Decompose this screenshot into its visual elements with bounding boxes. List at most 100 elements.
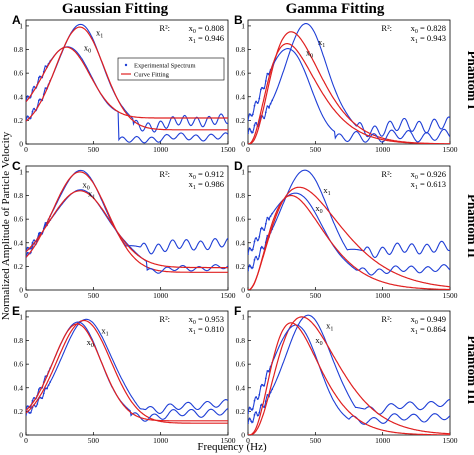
r2-x0: x0 = 0.926 <box>411 169 446 181</box>
experimental-point <box>31 241 34 244</box>
y-tick-label: 0 <box>19 431 23 440</box>
experimental-point <box>256 414 259 417</box>
experimental-point <box>258 255 261 257</box>
experimental-point <box>251 131 254 134</box>
fit-series-3 <box>248 43 450 144</box>
fit-series-3 <box>248 322 450 435</box>
curve-label-x1: x1 <box>96 27 103 39</box>
experimental-point <box>251 113 254 116</box>
experimental-point <box>266 216 269 219</box>
experimental-point <box>39 75 42 78</box>
experimental-point <box>248 247 251 249</box>
experimental-point <box>255 396 257 398</box>
x-tick-label: 0 <box>24 145 28 154</box>
x-tick-label: 1000 <box>375 291 390 300</box>
experimental-point <box>256 258 259 261</box>
experimental-point <box>255 255 257 258</box>
experimental-point <box>253 414 256 416</box>
experimental-point <box>271 388 274 391</box>
y-tick-label: 0.6 <box>236 360 246 369</box>
r2-label: R²: <box>381 23 392 33</box>
experimental-point <box>46 387 48 390</box>
experimental-point <box>263 229 266 232</box>
experimental-point <box>248 422 249 425</box>
row-label-phantom-3: Phantom III <box>465 336 474 405</box>
y-tick-label: 0.2 <box>14 116 24 125</box>
experimental-point <box>261 384 264 386</box>
x-tick-label: 1500 <box>443 436 458 445</box>
experimental-point <box>248 127 251 130</box>
series-group <box>248 169 450 290</box>
fit-series-3 <box>26 190 228 269</box>
series-group <box>248 23 450 144</box>
experimental-point <box>31 89 34 91</box>
panel-letter: D <box>234 159 243 173</box>
experimental-point <box>42 392 45 395</box>
y-tick-label: 0.4 <box>236 92 246 101</box>
experimental-point <box>255 100 257 103</box>
series-group <box>26 23 228 144</box>
x-tick-label: 500 <box>310 436 322 445</box>
x-tick-label: 500 <box>88 436 100 445</box>
r2-x0: x0 = 0.949 <box>411 314 446 326</box>
experimental-point <box>264 400 267 402</box>
y-tick-label: 0 <box>19 140 23 149</box>
experimental-point <box>266 105 269 108</box>
x-tick-label: 0 <box>24 291 28 300</box>
curve-label-x1: x1 <box>101 325 108 337</box>
r2-x1: x1 = 0.613 <box>411 179 446 191</box>
y-tick-label: 0.4 <box>236 383 246 392</box>
y-tick-label: 0.2 <box>236 407 246 416</box>
x-tick-label: 500 <box>88 145 100 154</box>
experimental-point <box>44 222 47 224</box>
experimental-point <box>264 222 267 225</box>
curve-label-x1: x1 <box>88 189 95 201</box>
experimental-point <box>260 247 262 250</box>
y-tick-label: 0.2 <box>236 262 246 271</box>
experimental-point <box>47 384 50 386</box>
curve-label-x1: x1 <box>326 321 333 333</box>
experimental-point <box>36 403 39 405</box>
experimental-point <box>39 98 42 101</box>
experimental-point <box>250 420 253 423</box>
experimental-series-0 <box>26 318 228 416</box>
legend-box <box>117 57 225 81</box>
r2-x1: x1 = 0.946 <box>189 33 224 45</box>
y-axis-label: Normalized Amplitude of Particle Velocit… <box>0 131 12 320</box>
experimental-point <box>49 381 52 383</box>
experimental-point <box>271 99 274 102</box>
r2-x1: x1 = 0.943 <box>411 33 446 45</box>
row-label-phantom-1: Phantom I <box>465 51 474 110</box>
experimental-point <box>26 246 29 249</box>
experimental-point <box>250 130 253 133</box>
y-tick-label: 1 <box>241 21 245 30</box>
experimental-point <box>253 124 256 127</box>
panel-c: C 0 500 1000 1500 0 0.2 0.4 0.6 0.8 1 R²: x0 = 0.912… <box>12 159 236 300</box>
curve-label-x0: x0 <box>83 179 90 191</box>
curve-label-x0: x0 <box>84 43 91 55</box>
y-tick-label: 0.4 <box>14 383 24 392</box>
legend-fit: Curve Fitting <box>134 72 170 79</box>
y-tick-label: 1 <box>241 167 245 176</box>
experimental-point <box>261 246 264 249</box>
x-tick-label: 500 <box>310 291 322 300</box>
r2-label: R²: <box>159 23 170 33</box>
y-tick-label: 0.2 <box>14 262 24 271</box>
x-tick-label: 1500 <box>221 291 236 300</box>
experimental-point <box>264 111 267 114</box>
experimental-point <box>251 421 254 423</box>
curve-label-x0: x0 <box>306 47 313 59</box>
experimental-point <box>41 397 44 400</box>
experimental-point <box>266 72 269 75</box>
r2-x1: x1 = 0.810 <box>189 324 224 336</box>
experimental-point <box>26 115 29 118</box>
experimental-point <box>44 65 47 67</box>
y-tick-label: 0.2 <box>14 407 24 416</box>
y-tick-label: 0.6 <box>14 360 24 369</box>
fit-series-1 <box>248 186 450 290</box>
experimental-series-0 <box>248 23 450 138</box>
y-tick-label: 0.8 <box>236 336 246 345</box>
x-tick-label: 1000 <box>153 145 168 154</box>
experimental-point <box>266 370 269 372</box>
panel-letter: F <box>234 304 241 318</box>
